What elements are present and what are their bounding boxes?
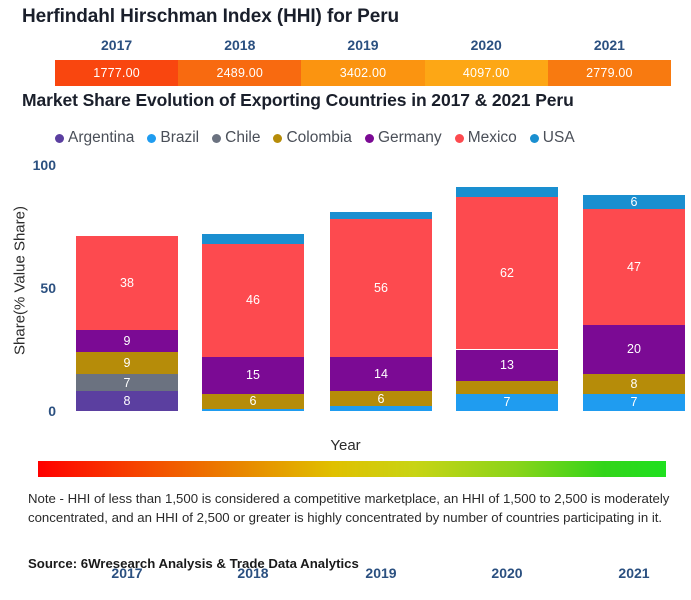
bar-segment-mexico[interactable]: 46 xyxy=(202,243,304,357)
bar-segment-value: 46 xyxy=(246,293,260,308)
bar-segment-value: 8 xyxy=(123,394,131,409)
bar-segment-colombia[interactable]: 8 xyxy=(583,374,685,394)
legend-item-label: Colombia xyxy=(286,129,352,146)
bar-segment-mexico[interactable]: 47 xyxy=(583,209,685,325)
legend-item-label: Mexico xyxy=(467,129,517,146)
bar-segment-value: 15 xyxy=(246,368,260,383)
bar-segment-usa[interactable] xyxy=(330,211,432,220)
bar-segment-value: 8 xyxy=(630,376,638,391)
bar-segment-value: 62 xyxy=(500,266,514,281)
legend-swatch-icon xyxy=(147,133,157,143)
bar-segment-colombia[interactable] xyxy=(456,381,558,394)
legend-item-usa[interactable]: USA xyxy=(529,129,575,147)
bar-2021[interactable]: 7 8 20 47 6 xyxy=(583,150,685,450)
bar-segment-brazil[interactable] xyxy=(202,408,304,411)
legend-swatch-icon xyxy=(364,133,374,143)
x-axis-tick: 2018 xyxy=(237,565,269,581)
hhi-year-label: 2017 xyxy=(101,37,133,53)
bar-2019[interactable]: 6 14 56 xyxy=(330,150,432,450)
bar-segment-colombia[interactable]: 6 xyxy=(202,393,304,409)
bar-segment-value: 6 xyxy=(377,391,385,406)
bar-segment-value: 9 xyxy=(123,356,131,371)
legend-item-colombia[interactable]: Colombia xyxy=(273,129,352,147)
x-axis-tick: 2017 xyxy=(111,565,143,581)
y-axis-tick: 50 xyxy=(40,280,56,296)
market-share-title: Market Share Evolution of Exporting Coun… xyxy=(22,90,574,110)
legend-item-label: Germany xyxy=(377,129,442,146)
chart-source: Source: 6Wresearch Analysis & Trade Data… xyxy=(28,556,359,571)
hhi-year-label: 2018 xyxy=(224,37,256,53)
concentration-spectrum-bar xyxy=(38,461,666,477)
bar-segment-mexico[interactable]: 56 xyxy=(330,219,432,357)
legend-item-argentina[interactable]: Argentina xyxy=(55,129,134,147)
bar-segment-germany[interactable]: 14 xyxy=(330,356,432,392)
bar-segment-value: 9 xyxy=(123,333,131,348)
bar-segment-brazil[interactable]: 7 xyxy=(456,393,558,411)
chart-note: Note - HHI of less than 1,500 is conside… xyxy=(28,491,670,525)
bar-segment-value: 14 xyxy=(374,367,388,382)
bar-segment-germany[interactable]: 13 xyxy=(456,349,558,382)
bar-segment-usa[interactable] xyxy=(456,187,558,197)
hhi-page-title: Herfindahl Hirschman Index (HHI) for Per… xyxy=(22,6,400,27)
bar-segment-value: 38 xyxy=(120,276,134,291)
bar-segment-chile[interactable]: 7 xyxy=(76,374,178,392)
legend-item-germany[interactable]: Germany xyxy=(364,129,442,147)
bar-segment-colombia[interactable]: 9 xyxy=(76,351,178,375)
bar-segment-mexico[interactable]: 38 xyxy=(76,236,178,330)
legend-swatch-icon xyxy=(529,133,539,143)
hhi-value-segment: 3402.00 xyxy=(301,60,425,86)
hhi-year-label: 2020 xyxy=(470,37,502,53)
legend-item-brazil[interactable]: Brazil xyxy=(147,129,199,147)
y-axis-tick: 100 xyxy=(32,157,56,173)
bar-segment-mexico[interactable]: 62 xyxy=(456,196,558,350)
hhi-year-label: 2021 xyxy=(593,37,625,53)
bar-segment-germany[interactable]: 20 xyxy=(583,324,685,375)
bar-segment-value: 47 xyxy=(627,260,641,275)
bar-2018[interactable]: 6 15 46 xyxy=(202,150,304,450)
x-axis-tick: 2020 xyxy=(491,565,523,581)
hhi-value-segment: 2489.00 xyxy=(178,60,302,86)
bar-segment-value: 7 xyxy=(123,375,131,390)
legend-swatch-icon xyxy=(273,133,283,143)
hhi-value-bar: 1777.00 2489.00 3402.00 4097.00 2779.00 xyxy=(55,60,671,86)
bar-segment-usa[interactable]: 6 xyxy=(583,194,685,210)
bar-segment-value: 56 xyxy=(374,280,388,295)
bar-segment-value: 20 xyxy=(627,342,641,357)
bar-segment-usa[interactable] xyxy=(202,233,304,244)
bar-segment-colombia[interactable]: 6 xyxy=(330,391,432,407)
hhi-year-header-row: 2017 2018 2019 2020 2021 xyxy=(55,35,671,55)
bar-segment-value: 6 xyxy=(630,194,638,209)
bar-segment-value: 7 xyxy=(630,395,638,410)
x-axis-label: Year xyxy=(330,437,361,454)
bar-segment-germany[interactable]: 15 xyxy=(202,356,304,394)
bar-segment-argentina[interactable]: 8 xyxy=(76,391,178,411)
legend-swatch-icon xyxy=(212,133,222,143)
hhi-value-segment: 2779.00 xyxy=(547,60,671,86)
bar-2017[interactable]: 8 7 9 9 38 xyxy=(76,150,178,450)
legend-item-label: Chile xyxy=(225,129,261,146)
x-axis-tick: 2019 xyxy=(365,565,397,581)
bar-2020[interactable]: 7 13 62 xyxy=(456,150,558,450)
hhi-year-label: 2019 xyxy=(347,37,379,53)
legend-swatch-icon xyxy=(454,133,464,143)
legend-swatch-icon xyxy=(55,133,64,143)
legend-item-label: Argentina xyxy=(68,129,135,146)
legend-item-label: USA xyxy=(542,129,575,146)
bar-segment-value: 6 xyxy=(249,394,257,409)
legend-item-mexico[interactable]: Mexico xyxy=(454,129,517,147)
legend-item-chile[interactable]: Chile xyxy=(212,129,260,147)
bar-segment-value: 13 xyxy=(500,358,514,373)
x-axis-tick: 2021 xyxy=(618,565,650,581)
bar-segment-brazil[interactable]: 7 xyxy=(583,393,685,411)
legend-item-label: Brazil xyxy=(160,129,200,146)
stacked-bar-chart: Share(% Value Share) 0 50 100 8 7 9 9 38 2017 6 15… xyxy=(0,150,691,581)
hhi-value-segment: 1777.00 xyxy=(55,60,179,86)
bar-segment-brazil[interactable] xyxy=(330,406,432,411)
bar-segment-germany[interactable]: 9 xyxy=(76,329,178,352)
hhi-value-segment: 4097.00 xyxy=(424,60,548,86)
y-axis-tick: 0 xyxy=(48,403,56,419)
chart-legend: Argentina Brazil Chile Colombia Germany Mexic… xyxy=(55,126,655,150)
bar-segment-value: 7 xyxy=(503,395,511,410)
